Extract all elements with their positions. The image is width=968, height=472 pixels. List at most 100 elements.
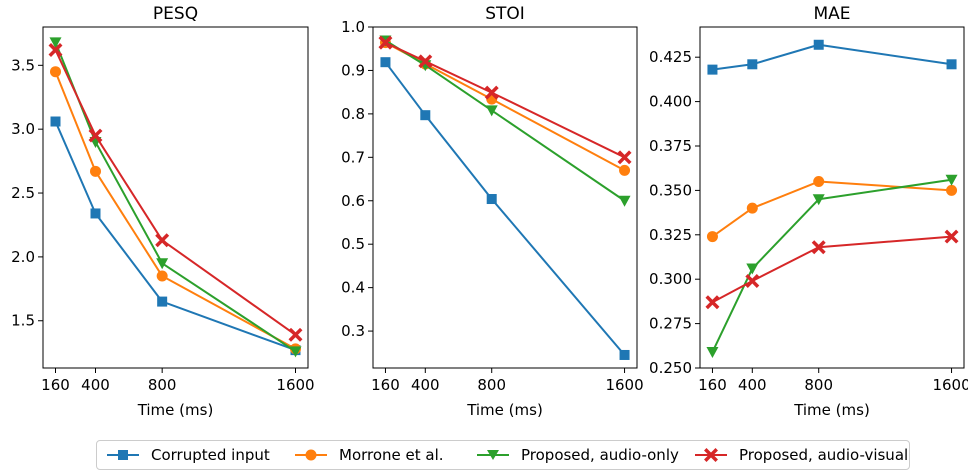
data-point — [746, 202, 758, 214]
data-point — [90, 165, 101, 177]
y-tick-label: 0.425 — [649, 48, 692, 66]
data-point — [88, 128, 103, 143]
data-point — [706, 347, 719, 359]
legend-marker-x-icon — [695, 448, 727, 462]
axes-frame — [372, 26, 638, 369]
legend-item-morrone: Morrone et al. — [293, 441, 444, 469]
x-tick-label: 800 — [477, 376, 506, 394]
chart-title: PESQ — [153, 4, 198, 24]
data-point — [380, 57, 391, 68]
data-point — [50, 116, 61, 127]
legend: Corrupted input Morrone et al. Proposed,… — [96, 440, 910, 470]
data-point — [50, 66, 61, 78]
data-point — [378, 35, 393, 50]
series-line — [54, 49, 297, 336]
data-point — [617, 150, 632, 165]
x-tick-label: 160 — [371, 376, 400, 394]
data-point — [813, 176, 825, 188]
data-point — [289, 346, 302, 358]
series-line — [384, 61, 626, 356]
y-tick-label: 1.5 — [11, 312, 35, 330]
data-point — [619, 164, 631, 176]
series-line — [711, 235, 952, 304]
axes-frame — [42, 26, 309, 369]
data-point — [946, 59, 957, 70]
x-tick-label: 1600 — [932, 376, 968, 394]
legend-label: Proposed, audio-visual — [739, 446, 909, 464]
data-point — [745, 273, 760, 288]
y-tick-label: 0.375 — [649, 137, 692, 155]
data-point — [155, 233, 170, 248]
data-point — [707, 64, 718, 75]
data-point — [90, 208, 101, 219]
data-point — [484, 85, 499, 100]
y-tick-label: 0.7 — [341, 148, 365, 166]
series-line — [54, 121, 296, 352]
y-tick-label: 3.5 — [11, 56, 35, 74]
x-tick-label: 800 — [804, 376, 833, 394]
data-point — [156, 258, 169, 270]
y-tick-label: 1.0 — [341, 18, 365, 36]
x-tick-label: 160 — [698, 376, 727, 394]
data-point — [706, 231, 718, 243]
x-axis-label: Time (ms) — [137, 401, 214, 419]
data-point — [288, 327, 303, 342]
data-point — [812, 194, 825, 206]
legend-item-proposed-audio-only: Proposed, audio-only — [475, 441, 679, 469]
y-tick-label: 0.6 — [341, 192, 365, 210]
data-point — [420, 110, 431, 121]
legend-item-proposed-audio-visual: Proposed, audio-visual — [693, 441, 908, 469]
legend-label: Morrone et al. — [339, 446, 444, 464]
data-point — [746, 263, 759, 275]
legend-marker-triangle-icon — [477, 450, 509, 460]
chart-panel-mae: MAE 160 400 800 1600 0.250 0.275 0.300 0.325 0.35… — [649, 4, 968, 419]
x-tick-label: 1600 — [605, 376, 643, 394]
data-point — [705, 295, 720, 310]
y-tick-label: 3.0 — [11, 120, 35, 138]
data-point — [418, 54, 433, 69]
y-tick-label: 0.325 — [649, 226, 692, 244]
data-point — [157, 296, 168, 307]
x-tick-label: 800 — [148, 376, 177, 394]
y-tick-label: 2.0 — [11, 248, 35, 266]
data-point — [813, 39, 824, 50]
axes-frame — [699, 26, 965, 369]
x-tick-label: 400 — [411, 376, 440, 394]
chart-title: MAE — [813, 4, 850, 24]
series-line — [711, 178, 952, 353]
data-point — [486, 194, 497, 205]
y-tick-label: 0.250 — [649, 359, 692, 377]
data-point — [944, 229, 959, 244]
legend-item-corrupted-input: Corrupted input — [105, 441, 270, 469]
data-point — [619, 349, 630, 360]
y-tick-label: 0.4 — [341, 279, 365, 297]
data-point — [811, 240, 826, 255]
legend-label: Proposed, audio-only — [521, 446, 679, 464]
y-tick-label: 0.3 — [341, 322, 365, 340]
data-point — [946, 184, 958, 196]
series-line — [711, 180, 952, 238]
data-point — [618, 195, 631, 207]
y-tick-label: 2.5 — [11, 184, 35, 202]
chart-panel-pesq: PESQ 160 400 800 1600 1.5 2.0 2.5 3.0 3.5 Time (ms… — [11, 4, 314, 419]
data-point — [485, 105, 498, 117]
data-point — [156, 270, 168, 282]
series-line — [385, 41, 625, 159]
y-tick-label: 0.8 — [341, 105, 365, 123]
data-point — [945, 174, 958, 186]
legend-label: Corrupted input — [151, 446, 270, 464]
series-line — [712, 43, 952, 71]
y-tick-label: 0.5 — [341, 235, 365, 253]
y-tick-label: 0.9 — [341, 61, 365, 79]
series-line — [54, 71, 296, 350]
data-point — [747, 59, 758, 70]
y-tick-label: 0.300 — [649, 270, 692, 288]
x-tick-label: 160 — [41, 376, 70, 394]
legend-marker-circle-icon — [295, 449, 327, 461]
y-tick-label: 0.275 — [649, 315, 692, 333]
legend-marker-square-icon — [107, 450, 139, 460]
data-point — [48, 43, 63, 57]
x-tick-label: 1600 — [276, 376, 314, 394]
y-tick-label: 0.350 — [649, 181, 692, 199]
